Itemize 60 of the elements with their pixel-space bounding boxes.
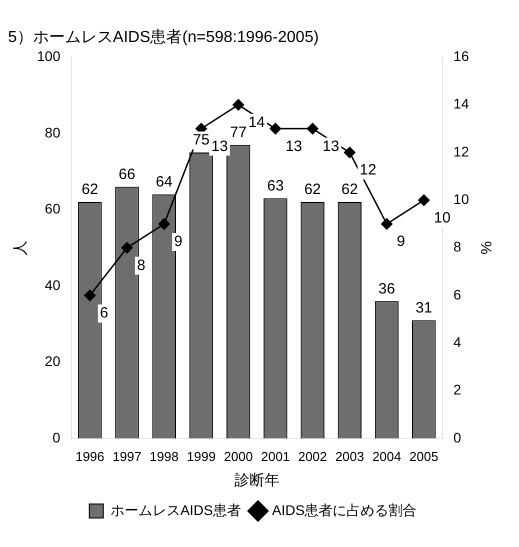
data-label: 13 xyxy=(211,138,228,155)
y-tick-label: 40 xyxy=(44,276,61,293)
x-tick-label: 2004 xyxy=(372,448,402,464)
y-tick-label: 0 xyxy=(52,429,61,446)
x-tick-label: 2003 xyxy=(335,448,364,464)
data-label: 13 xyxy=(322,138,340,155)
legend-label: AIDS患者に占める割合 xyxy=(272,502,417,518)
data-label: 63 xyxy=(267,177,284,194)
data-label: 31 xyxy=(416,299,432,316)
y2-tick-label: 0 xyxy=(453,429,462,446)
data-label: 9 xyxy=(174,233,182,250)
data-label: 62 xyxy=(304,181,321,198)
point xyxy=(306,122,318,134)
x-tick-label: 1998 xyxy=(150,448,179,464)
data-label: 13 xyxy=(285,138,302,155)
y2-axis-title: % xyxy=(476,241,494,254)
x-tick-label: 1996 xyxy=(75,448,104,464)
data-label: 64 xyxy=(156,174,172,191)
data-label: 6 xyxy=(100,304,108,322)
y2-tick-label: 8 xyxy=(453,238,462,255)
x-axis-title: 診断年 xyxy=(234,472,280,490)
x-tick-label: 1999 xyxy=(186,448,216,464)
data-label: 12 xyxy=(360,162,376,179)
data-label: 9 xyxy=(396,233,406,250)
point xyxy=(232,99,244,111)
y2-tick-label: 16 xyxy=(453,48,470,64)
x-tick-label: 1997 xyxy=(112,448,142,464)
legend-label: ホームレスAIDS患者 xyxy=(110,502,242,518)
data-label: 14 xyxy=(248,114,266,131)
y2-tick-label: 6 xyxy=(453,286,462,302)
data-label: 75 xyxy=(192,132,210,149)
data-label: 66 xyxy=(118,166,136,183)
y-axis-title: 人 xyxy=(12,240,30,256)
y2-tick-label: 4 xyxy=(453,334,462,350)
y-tick-label: 100 xyxy=(37,48,61,64)
y-tick-label: 80 xyxy=(44,124,61,140)
data-label: 8 xyxy=(137,256,146,274)
point xyxy=(381,218,393,230)
y-tick-label: 20 xyxy=(44,353,61,370)
data-label: 77 xyxy=(230,124,247,142)
y2-tick-label: 12 xyxy=(453,143,470,160)
y2-tick-label: 14 xyxy=(453,96,470,112)
data-label: 10 xyxy=(434,209,451,226)
chart-title: 5）ホームレスAIDS患者(n=598:1996-2005) xyxy=(8,28,319,46)
point xyxy=(418,194,430,206)
x-tick-label: 2001 xyxy=(260,448,290,464)
data-label: 62 xyxy=(82,181,98,198)
x-tick-label: 2005 xyxy=(409,448,438,464)
point xyxy=(158,218,170,230)
point xyxy=(270,122,282,134)
point xyxy=(121,242,133,254)
y2-tick-label: 10 xyxy=(453,191,470,208)
x-tick-label: 2000 xyxy=(224,448,253,464)
y-tick-label: 60 xyxy=(44,200,61,217)
y2-tick-label: 2 xyxy=(453,382,462,398)
data-label: 62 xyxy=(341,181,358,198)
data-label: 36 xyxy=(378,280,396,298)
point xyxy=(84,290,96,302)
x-tick-label: 2002 xyxy=(298,448,328,464)
point xyxy=(344,146,356,158)
